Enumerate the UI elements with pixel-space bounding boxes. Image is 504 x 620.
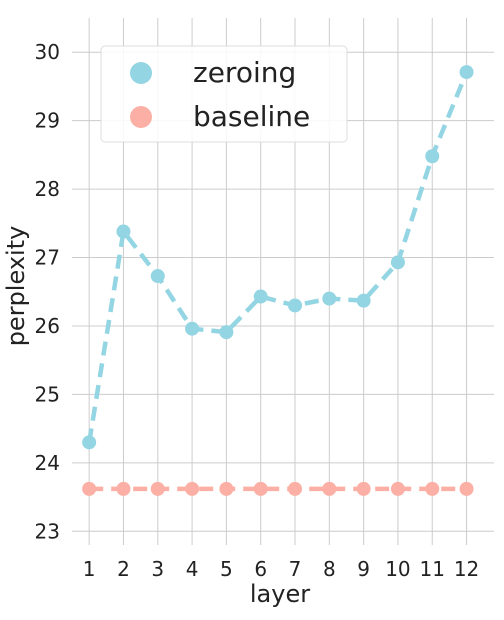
x-tick-label: 8 xyxy=(323,557,336,581)
data-point-baseline xyxy=(116,481,131,496)
data-point-baseline xyxy=(425,481,440,496)
y-tick-labels: 23 24 25 26 27 28 29 30 xyxy=(35,40,60,543)
data-point-zeroing xyxy=(322,291,337,306)
y-tick-label: 30 xyxy=(35,40,60,64)
legend: zeroing baseline xyxy=(100,45,348,143)
data-point-zeroing xyxy=(356,293,371,308)
y-tick-label: 26 xyxy=(35,314,60,338)
x-tick-label: 11 xyxy=(420,557,445,581)
x-tick-label: 12 xyxy=(454,557,479,581)
legend-box xyxy=(100,45,348,143)
data-point-baseline xyxy=(459,481,474,496)
y-tick-label: 25 xyxy=(35,382,60,406)
data-point-zeroing xyxy=(185,321,200,336)
x-tick-label: 6 xyxy=(254,557,267,581)
x-tick-label: 9 xyxy=(357,557,370,581)
y-tick-label: 24 xyxy=(35,451,60,475)
legend-label-zeroing: zeroing xyxy=(193,56,296,89)
x-tick-labels: 1 2 3 4 5 6 7 8 9 10 11 12 xyxy=(83,557,479,581)
legend-marker-baseline xyxy=(130,106,152,128)
x-tick-label: 1 xyxy=(83,557,96,581)
y-axis-label: perplexity xyxy=(2,226,30,347)
data-point-zeroing xyxy=(150,269,165,284)
data-point-zeroing xyxy=(219,325,234,340)
data-point-zeroing xyxy=(253,289,268,304)
data-point-baseline xyxy=(356,481,371,496)
x-tick-label: 5 xyxy=(220,557,233,581)
x-tick-label: 7 xyxy=(289,557,302,581)
data-point-baseline xyxy=(82,481,97,496)
x-tick-label: 10 xyxy=(385,557,410,581)
data-point-zeroing xyxy=(288,298,303,313)
series-layer xyxy=(82,65,474,496)
data-point-baseline xyxy=(288,481,303,496)
x-tick-label: 2 xyxy=(117,557,130,581)
legend-label-baseline: baseline xyxy=(193,100,310,133)
y-tick-label: 23 xyxy=(35,519,60,543)
x-axis-label: layer xyxy=(250,580,310,608)
legend-marker-zeroing xyxy=(130,62,152,84)
data-point-zeroing xyxy=(116,224,131,239)
x-tick-label: 4 xyxy=(186,557,199,581)
data-point-zeroing xyxy=(82,435,97,450)
x-tick-label: 3 xyxy=(151,557,164,581)
y-tick-label: 29 xyxy=(35,109,60,133)
data-point-zeroing xyxy=(390,255,405,270)
data-point-baseline xyxy=(185,481,200,496)
data-point-zeroing xyxy=(459,65,474,80)
data-point-baseline xyxy=(253,481,268,496)
y-tick-label: 28 xyxy=(35,177,60,201)
y-tick-label: 27 xyxy=(35,246,60,270)
data-point-zeroing xyxy=(425,149,440,164)
data-point-baseline xyxy=(219,481,234,496)
data-point-baseline xyxy=(150,481,165,496)
data-point-baseline xyxy=(322,481,337,496)
data-point-baseline xyxy=(390,481,405,496)
